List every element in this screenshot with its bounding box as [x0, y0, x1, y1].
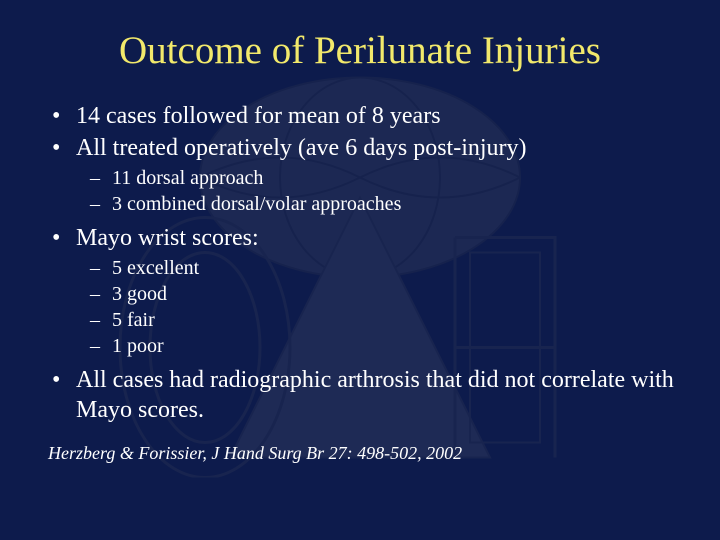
bullet-item: All cases had radiographic arthrosis tha… — [40, 365, 680, 425]
sub-bullet-list: 5 excellent 3 good 5 fair 1 poor — [76, 255, 680, 359]
bullet-item: Mayo wrist scores: 5 excellent 3 good 5 … — [40, 223, 680, 359]
sub-bullet-item: 11 dorsal approach — [76, 165, 680, 191]
sub-bullet-item: 5 excellent — [76, 255, 680, 281]
bullet-text: 14 cases followed for mean of 8 years — [76, 103, 441, 129]
sub-bullet-list: 11 dorsal approach 3 combined dorsal/vol… — [76, 165, 680, 217]
bullet-text: All treated operatively (ave 6 days post… — [76, 135, 527, 161]
bullet-text: Mayo wrist scores: — [76, 225, 259, 251]
sub-bullet-item: 3 good — [76, 281, 680, 307]
slide-title: Outcome of Perilunate Injuries — [60, 28, 660, 73]
bullet-text: All cases had radiographic arthrosis tha… — [76, 367, 674, 423]
slide-content: Outcome of Perilunate Injuries 14 cases … — [0, 0, 720, 464]
sub-bullet-item: 3 combined dorsal/volar approaches — [76, 191, 680, 217]
bullet-item: All treated operatively (ave 6 days post… — [40, 133, 680, 217]
sub-bullet-item: 5 fair — [76, 307, 680, 333]
bullet-item: 14 cases followed for mean of 8 years — [40, 101, 680, 131]
citation-text: Herzberg & Forissier, J Hand Surg Br 27:… — [48, 443, 680, 464]
sub-bullet-item: 1 poor — [76, 333, 680, 359]
bullet-list: 14 cases followed for mean of 8 years Al… — [40, 101, 680, 425]
